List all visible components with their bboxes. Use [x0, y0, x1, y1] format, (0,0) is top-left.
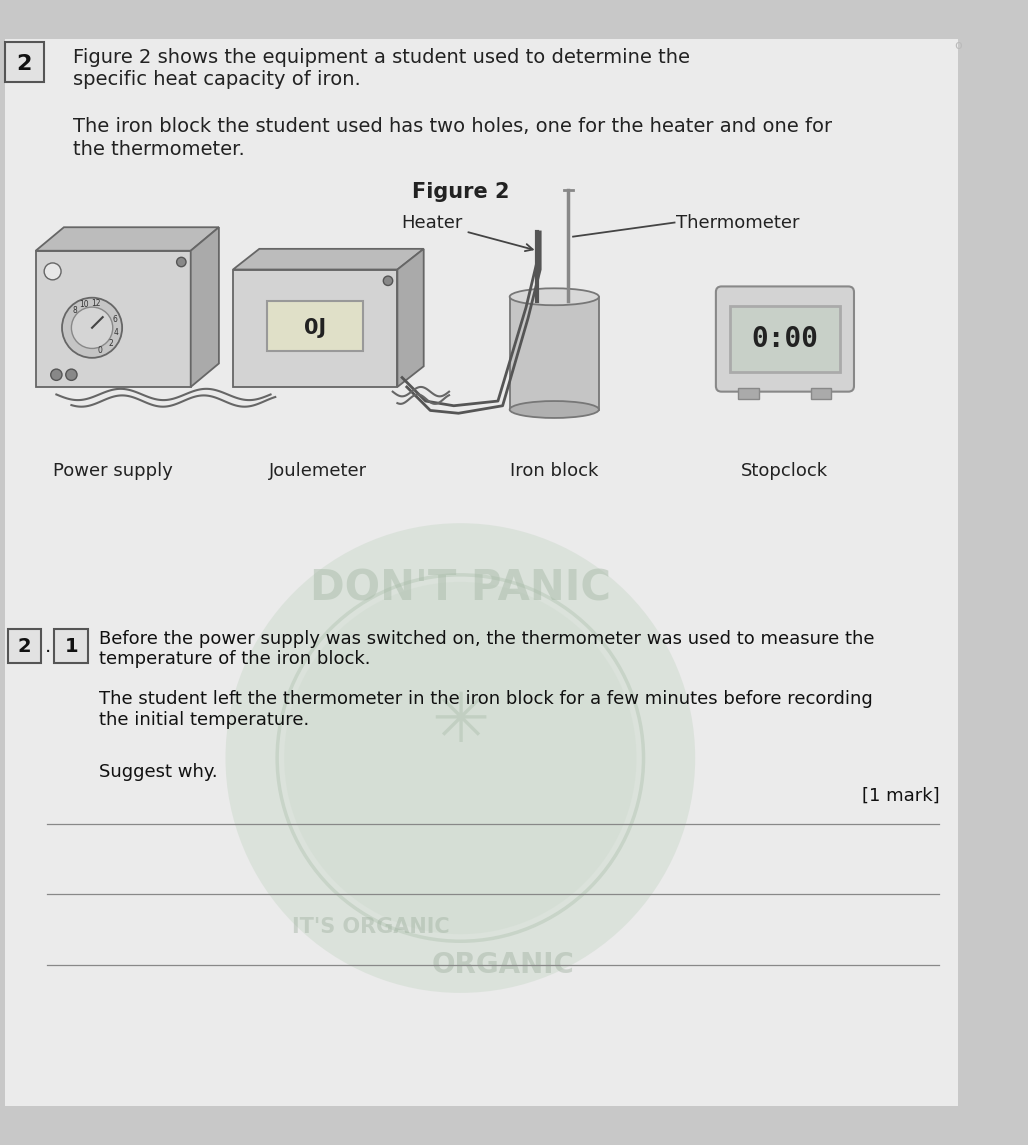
- FancyBboxPatch shape: [5, 39, 958, 1106]
- Text: Stopclock: Stopclock: [741, 463, 828, 480]
- Ellipse shape: [510, 289, 599, 306]
- Text: The student left the thermometer in the iron block for a few minutes before reco: The student left the thermometer in the …: [99, 689, 873, 708]
- FancyBboxPatch shape: [5, 42, 44, 81]
- FancyBboxPatch shape: [54, 630, 88, 663]
- Text: the thermometer.: the thermometer.: [73, 140, 245, 159]
- Circle shape: [62, 298, 122, 358]
- Circle shape: [44, 263, 61, 279]
- FancyBboxPatch shape: [7, 630, 41, 663]
- FancyBboxPatch shape: [233, 269, 398, 387]
- Circle shape: [284, 582, 636, 934]
- Text: Thermometer: Thermometer: [676, 214, 800, 231]
- Text: Heater: Heater: [402, 214, 533, 251]
- Polygon shape: [233, 248, 424, 269]
- Text: Figure 2: Figure 2: [411, 182, 509, 203]
- Text: [1 mark]: [1 mark]: [861, 787, 940, 805]
- Circle shape: [50, 369, 62, 380]
- Polygon shape: [398, 248, 424, 387]
- Text: ✳: ✳: [431, 689, 489, 757]
- Text: 10: 10: [79, 300, 88, 309]
- Text: the initial temperature.: the initial temperature.: [99, 711, 308, 728]
- Text: Iron block: Iron block: [510, 463, 598, 480]
- Text: 8: 8: [72, 306, 77, 315]
- Text: Joulemeter: Joulemeter: [268, 463, 367, 480]
- Text: Power supply: Power supply: [52, 463, 173, 480]
- Text: 0J: 0J: [303, 318, 326, 338]
- Text: temperature of the iron block.: temperature of the iron block.: [99, 650, 370, 669]
- Circle shape: [383, 276, 393, 285]
- FancyBboxPatch shape: [36, 251, 191, 387]
- Text: .: .: [45, 637, 51, 656]
- Text: 2: 2: [17, 637, 31, 656]
- Text: ORGANIC: ORGANIC: [431, 950, 574, 979]
- Text: The iron block the student used has two holes, one for the heater and one for: The iron block the student used has two …: [73, 117, 833, 136]
- Text: Suggest why.: Suggest why.: [99, 763, 217, 781]
- FancyBboxPatch shape: [267, 300, 363, 352]
- FancyBboxPatch shape: [510, 297, 599, 410]
- Text: 4: 4: [114, 327, 118, 337]
- Text: Before the power supply was switched on, the thermometer was used to measure the: Before the power supply was switched on,…: [99, 630, 874, 648]
- Text: 2: 2: [108, 339, 113, 348]
- Circle shape: [225, 523, 695, 993]
- Polygon shape: [191, 227, 219, 387]
- Text: specific heat capacity of iron.: specific heat capacity of iron.: [73, 70, 361, 89]
- Text: Figure 2 shows the equipment a student used to determine the: Figure 2 shows the equipment a student u…: [73, 48, 690, 66]
- Text: 1: 1: [65, 637, 78, 656]
- Ellipse shape: [510, 401, 599, 418]
- Circle shape: [66, 369, 77, 380]
- FancyBboxPatch shape: [730, 306, 840, 372]
- Text: 2: 2: [16, 54, 32, 73]
- Polygon shape: [36, 227, 219, 251]
- Circle shape: [71, 307, 113, 348]
- Text: 12: 12: [91, 299, 101, 308]
- Text: 0: 0: [98, 346, 103, 355]
- FancyBboxPatch shape: [715, 286, 854, 392]
- Circle shape: [177, 258, 186, 267]
- Text: o: o: [954, 39, 962, 53]
- Text: 6: 6: [113, 315, 117, 324]
- Text: 0:00: 0:00: [751, 325, 818, 353]
- FancyBboxPatch shape: [811, 388, 832, 400]
- FancyBboxPatch shape: [738, 388, 759, 400]
- Text: IT'S ORGANIC: IT'S ORGANIC: [292, 917, 450, 937]
- Text: DON'T PANIC: DON'T PANIC: [309, 568, 611, 610]
